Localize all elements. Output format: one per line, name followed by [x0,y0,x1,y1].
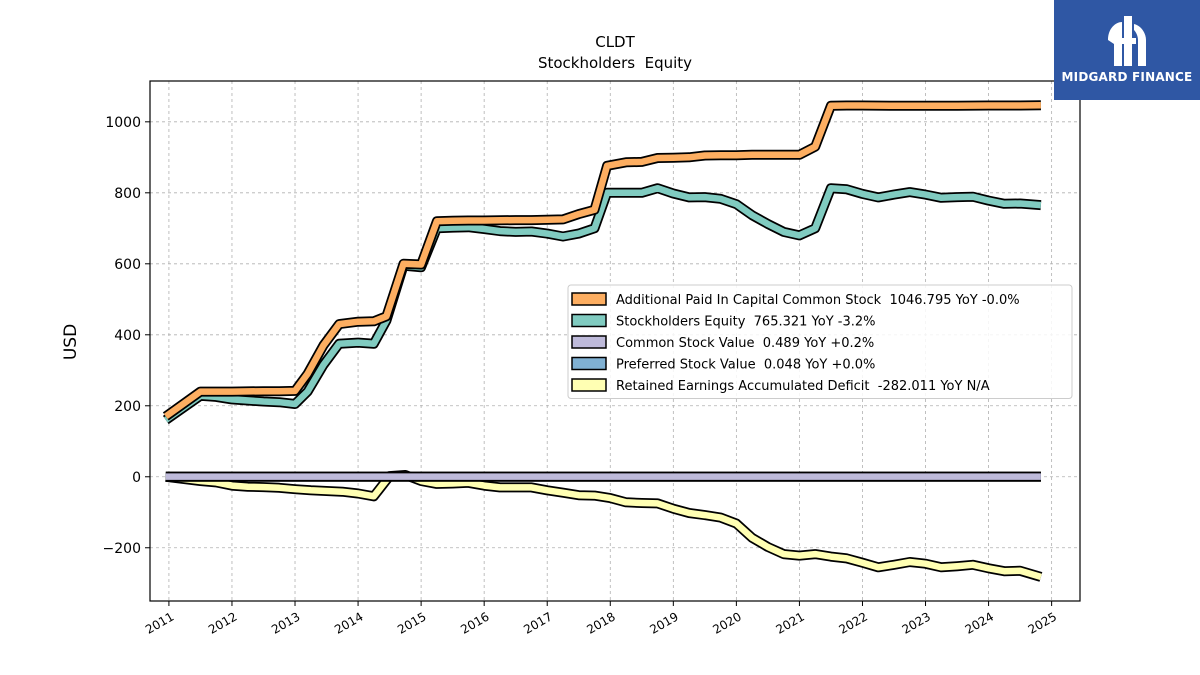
x-tick-label: 2021 [773,609,806,636]
x-tick-label: 2015 [395,609,428,636]
chart-subtitle: Stockholders Equity [538,54,692,72]
x-tick-label: 2016 [458,609,491,636]
brand-logo: MIDGARD FINANCE [1054,0,1200,100]
x-tick-label: 2012 [206,609,239,636]
y-tick-label: 400 [114,328,141,344]
legend-entry: Stockholders Equity 765.321 YoY -3.2% [571,313,876,330]
series-stroke [163,101,1041,420]
x-tick-label: 2014 [332,609,365,636]
y-tick-label: 1000 [105,115,141,131]
legend-label: Preferred Stock Value 0.048 YoY +0.0% [616,358,875,373]
x-tick-label: 2018 [584,609,617,636]
series-line [162,183,1042,425]
y-tick-label: 200 [114,399,141,415]
legend-label: Additional Paid In Capital Common Stock … [616,293,1020,308]
logo-mark-icon [1108,16,1146,66]
y-tick-label: −200 [103,541,141,557]
legend-entry: Retained Earnings Accumulated Deficit -2… [571,378,990,394]
legend-label: Retained Earnings Accumulated Deficit -2… [616,379,990,394]
legend-label: Stockholders Equity 765.321 YoY -3.2% [616,315,876,330]
legend-swatch [571,335,607,349]
y-axis-label: USD [61,324,81,360]
x-tick-label: 2017 [521,609,554,636]
x-tick-label: 2024 [963,609,996,636]
x-tick-label: 2011 [143,609,176,636]
series-layer [162,100,1043,582]
series-line [165,470,1043,582]
series-stroke [165,471,1042,581]
y-axis: −200 0 200 400 600 800 1000 [103,115,150,557]
x-tick-label: 2023 [900,609,933,636]
y-tick-label: 600 [114,257,141,273]
legend: Additional Paid In Capital Common Stock … [567,284,1073,399]
legend-swatch [571,292,607,306]
chart-title: CLDT [595,33,635,51]
logo-text: MIDGARD FINANCE [1061,70,1193,84]
x-axis: 2011 2012 2013 2014 2015 2016 2017 2018 2019 2020… [143,601,1059,637]
x-tick-label: 2013 [269,609,302,636]
x-tick-label: 2022 [837,609,870,636]
x-tick-label: 2019 [647,609,680,636]
legend-entry: Additional Paid In Capital Common Stock … [571,292,1020,308]
series-line [162,100,1041,421]
legend-swatch [571,313,607,328]
legend-entry: Preferred Stock Value 0.048 YoY +0.0% [571,356,875,373]
x-tick-label: 2025 [1026,609,1059,636]
series-stroke [163,184,1042,423]
y-tick-label: 0 [132,470,141,486]
legend-box [567,284,1073,399]
x-tick-label: 2020 [710,609,743,636]
legend-label: Common Stock Value 0.489 YoY +0.2% [616,336,874,351]
legend-entry: Common Stock Value 0.489 YoY +0.2% [571,335,874,351]
plot-frame [149,80,1081,602]
legend-swatch [571,378,607,392]
legend-swatch [571,356,607,371]
title-group: CLDT Stockholders Equity [538,33,692,72]
y-tick-label: 800 [114,186,141,202]
